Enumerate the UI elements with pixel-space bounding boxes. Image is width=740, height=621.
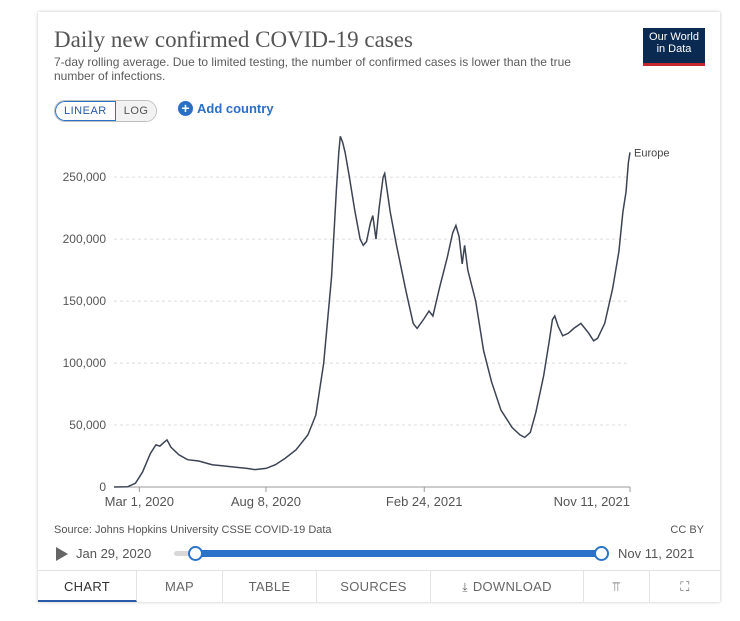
chart-subtitle: 7-day rolling average. Due to limited te… bbox=[54, 55, 571, 83]
tab-download[interactable]: ⤓ DOWNLOAD bbox=[431, 571, 584, 602]
timeline-start-date: Jan 29, 2020 bbox=[76, 546, 152, 561]
timeline-end-handle[interactable] bbox=[594, 546, 609, 561]
timeline-start-handle[interactable] bbox=[188, 546, 203, 561]
y-tick-label: 200,000 bbox=[63, 232, 107, 246]
y-tick-label: 150,000 bbox=[63, 294, 107, 308]
share-icon: ⫪ bbox=[612, 579, 621, 594]
x-tick-label: Aug 8, 2020 bbox=[231, 494, 301, 509]
tab-download-label: DOWNLOAD bbox=[472, 579, 552, 594]
plus-circle-icon: + bbox=[178, 101, 193, 116]
play-icon[interactable] bbox=[56, 547, 68, 561]
y-tick-label: 100,000 bbox=[63, 356, 107, 370]
fullscreen-icon: ⛶ bbox=[680, 579, 690, 594]
x-tick-label: Mar 1, 2020 bbox=[105, 494, 174, 509]
linear-scale-button[interactable]: LINEAR bbox=[55, 101, 116, 121]
x-tick-label: Feb 24, 2021 bbox=[386, 494, 463, 509]
series-label-europe: Europe bbox=[634, 147, 669, 159]
tab-table[interactable]: TABLE bbox=[223, 571, 317, 602]
logo-line-1: Our World bbox=[649, 31, 699, 43]
source-note[interactable]: Source: Johns Hopkins University CSSE CO… bbox=[54, 524, 332, 536]
scale-toggle: LINEAR LOG bbox=[54, 100, 158, 122]
tab-bar: CHART MAP TABLE SOURCES ⤓ DOWNLOAD ⫪ ⛶ bbox=[38, 570, 720, 603]
owid-logo[interactable]: Our World in Data bbox=[643, 28, 705, 66]
logo-line-2: in Data bbox=[656, 43, 692, 55]
y-tick-label: 0 bbox=[99, 480, 106, 494]
tab-fullscreen[interactable]: ⛶ bbox=[650, 571, 720, 602]
series-line-europe[interactable] bbox=[113, 136, 631, 488]
license-label[interactable]: CC BY bbox=[670, 524, 704, 536]
timeline-end-date: Nov 11, 2021 bbox=[618, 546, 695, 561]
tab-map[interactable]: MAP bbox=[137, 571, 223, 602]
log-scale-button[interactable]: LOG bbox=[115, 101, 157, 121]
y-tick-label: 50,000 bbox=[69, 418, 106, 432]
tab-sources[interactable]: SOURCES bbox=[317, 571, 431, 602]
tab-chart[interactable]: CHART bbox=[38, 571, 137, 602]
download-icon: ⤓ bbox=[462, 580, 468, 594]
chart-title: Daily new confirmed COVID-19 cases bbox=[54, 27, 413, 52]
timeline: Jan 29, 2020 Nov 11, 2021 bbox=[38, 542, 720, 566]
add-country-label: Add country bbox=[197, 101, 274, 116]
line-chart: 0 50,000 100,000 150,000 200,000 250,000 Mar … bbox=[63, 136, 669, 509]
add-country-button[interactable]: + Add country bbox=[178, 101, 274, 116]
chart-card: Daily new confirmed COVID-19 cases 7-day… bbox=[38, 12, 720, 602]
x-tick-label: Nov 11, 2021 bbox=[554, 494, 630, 509]
timeline-selected-range bbox=[194, 550, 602, 557]
tab-share[interactable]: ⫪ bbox=[584, 571, 650, 602]
y-tick-label: 250,000 bbox=[63, 170, 107, 184]
